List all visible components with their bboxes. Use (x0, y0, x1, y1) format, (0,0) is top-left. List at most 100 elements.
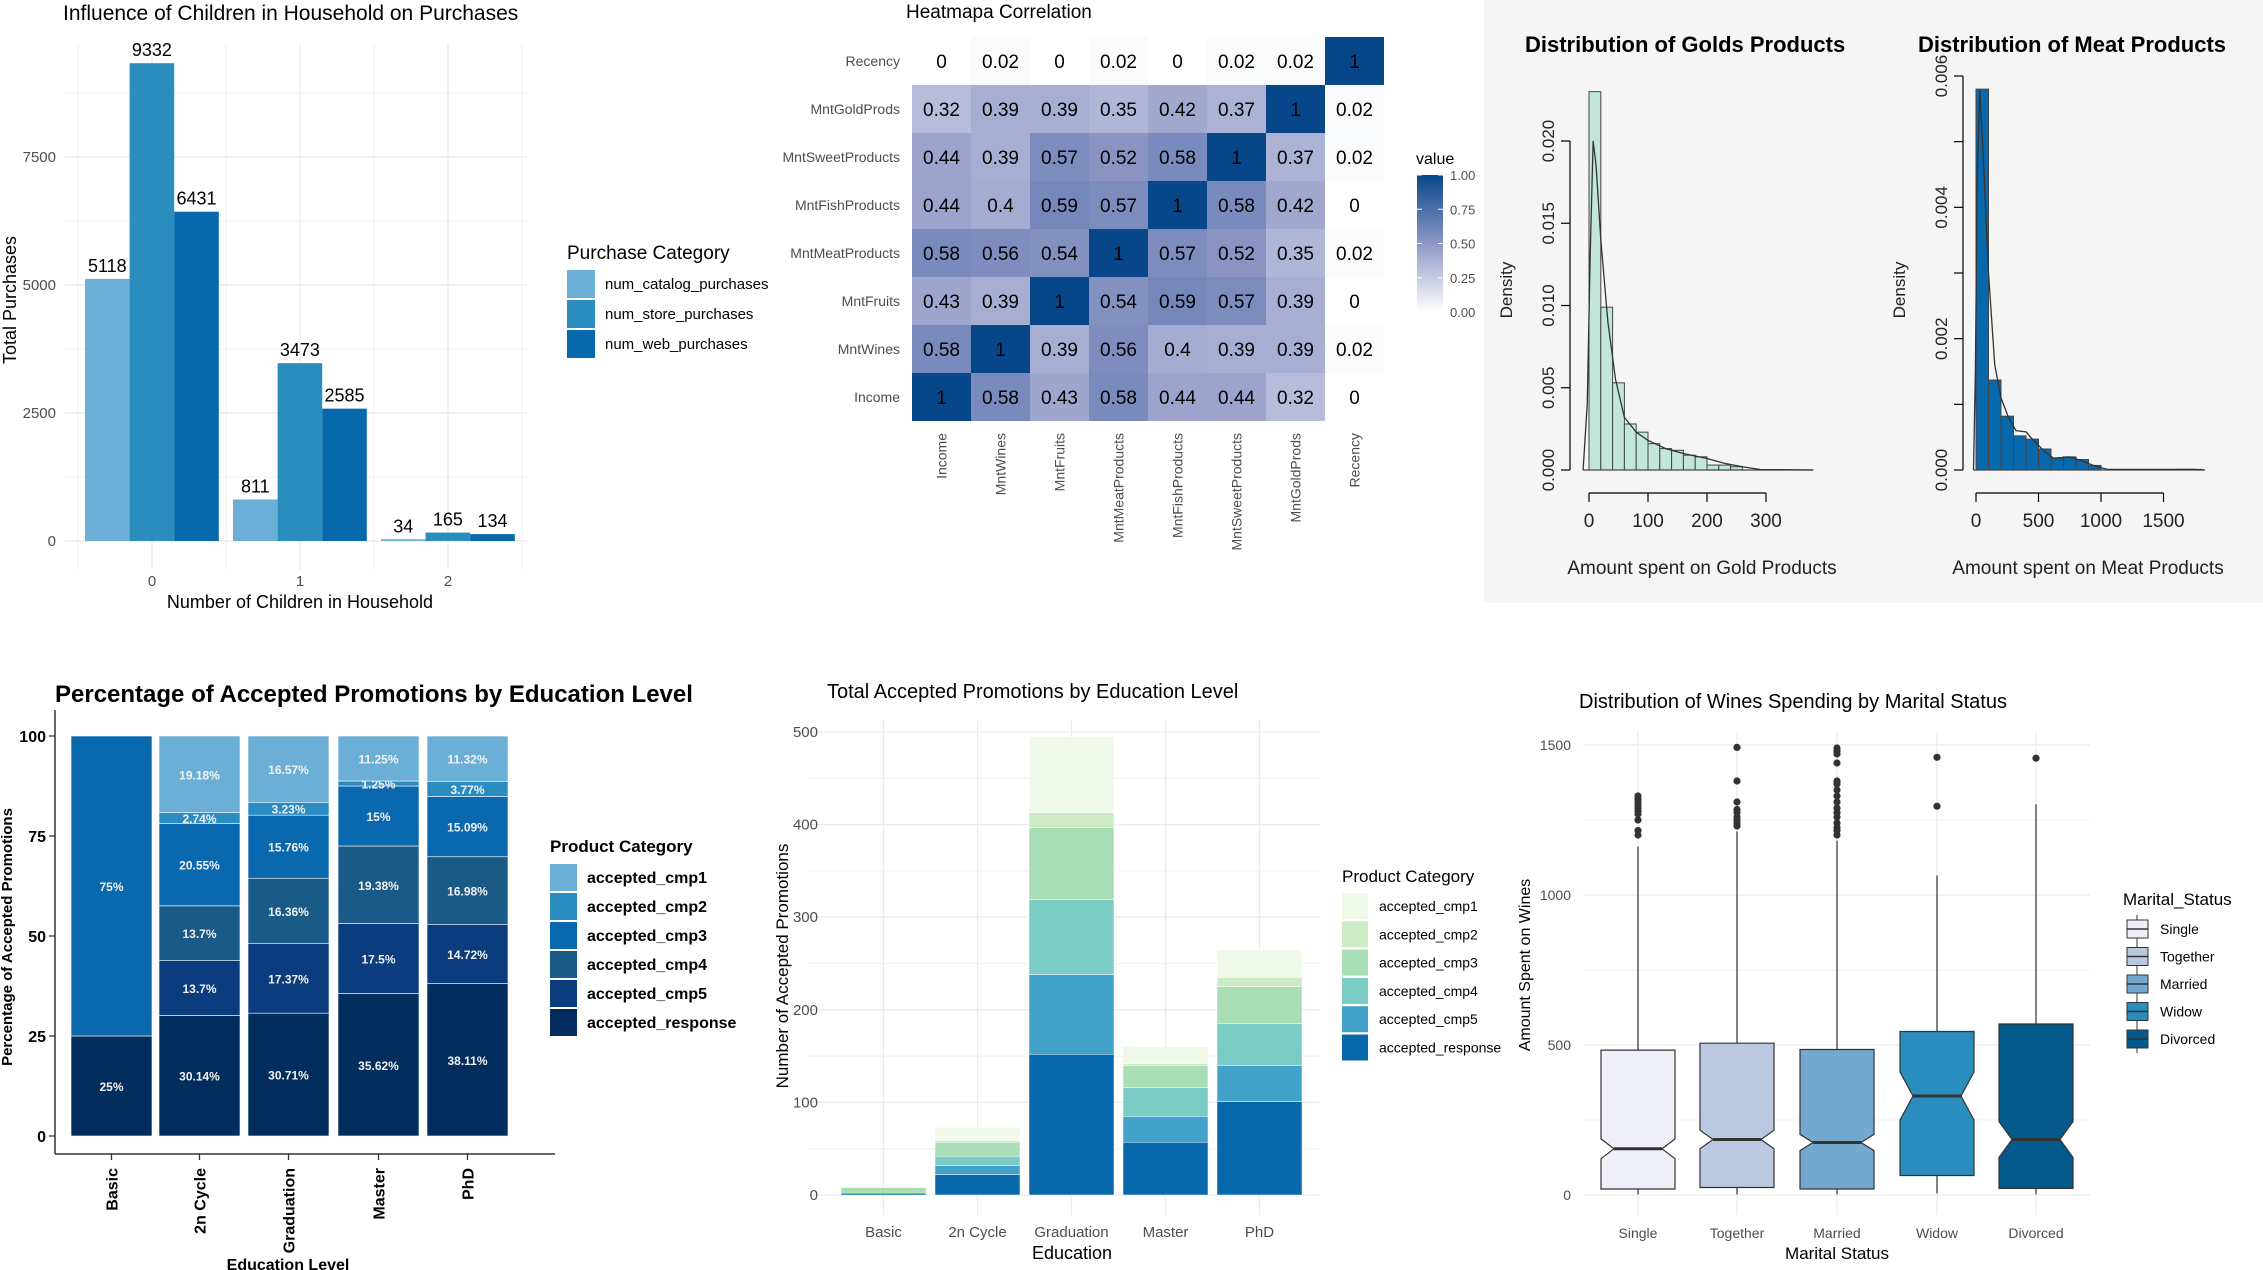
histogram-bar (1706, 464, 1720, 471)
bar-value-label: 34 (393, 516, 413, 536)
stacked-segment-accepted_cmp3 (1122, 1065, 1209, 1088)
bar-num_web_purchases (174, 211, 219, 542)
stacked-segment-accepted_cmp1 (158, 735, 241, 813)
x-tick-label: PhD (461, 1168, 478, 1200)
cell-value-label: 1 (995, 340, 1006, 361)
y-tick-label: 5000 (23, 277, 56, 294)
cell-value-label: 0.43 (923, 292, 960, 313)
segment-percent-label: 38.11% (447, 1054, 487, 1068)
x-tick-label: 0 (148, 573, 156, 590)
legend-swatch (550, 1009, 577, 1036)
cell-value-label: 0.44 (1218, 388, 1255, 409)
heatmap-cell (1266, 85, 1325, 133)
cell-value-label: 0.52 (1100, 148, 1137, 169)
cell-value-label: 0.35 (1100, 100, 1137, 121)
cell-value-label: 0.42 (1159, 100, 1196, 121)
histogram-bar (1682, 454, 1696, 471)
y-tick-label: 0.020 (1539, 120, 1558, 163)
segment-percent-label: 30.14% (179, 1070, 220, 1084)
heatmap-cell (1266, 181, 1325, 229)
heatmap-cell (1325, 229, 1384, 277)
column-label: MntGoldProds (1288, 433, 1304, 522)
legend-title: Product Category (550, 837, 693, 856)
row-label: MntMeatProducts (790, 245, 900, 261)
legend-label: accepted_cmp4 (587, 957, 707, 974)
correlation-heatmap: Heatmapa Correlation Recency 0 0.02 0 0.02 0 0.… (783, 2, 1476, 551)
cell-value-label: 0.54 (1100, 292, 1137, 313)
cell-value-label: 0.39 (1041, 100, 1078, 121)
percent-promotions-chart: Percentage of Accepted Promotions by Edu… (0, 681, 737, 1270)
heatmap-cell (1266, 373, 1325, 421)
segment-percent-label: 20.55% (179, 859, 220, 873)
stacked-segment-accepted_cmp2 (1028, 812, 1115, 828)
y-tick-label: 0.015 (1539, 202, 1558, 245)
x-axis-label: Amount spent on Gold Products (1567, 558, 1836, 579)
segment-percent-label: 19.38% (358, 879, 399, 893)
histogram-bar (2050, 457, 2064, 471)
cell-value-label: 0.02 (1218, 52, 1255, 73)
total-promotions-chart: Total Accepted Promotions by Education L… (773, 681, 1501, 1263)
legend-label: Married (2160, 976, 2207, 992)
segment-percent-label: 16.36% (268, 905, 309, 919)
stacked-segment-accepted_cmp5 (1216, 1065, 1303, 1102)
heatmap-cell (971, 325, 1030, 373)
heatmap-cell (912, 325, 971, 373)
stacked-segment-accepted_cmp1 (1122, 1046, 1209, 1064)
stacked-segment-accepted_cmp3 (1028, 827, 1115, 900)
heatmap-cell (971, 37, 1030, 85)
stacked-segment-accepted_cmp3 (426, 796, 509, 858)
notched-box-widow (1899, 1030, 1975, 1177)
cell-value-label: 0.02 (1100, 52, 1137, 73)
heatmap-cell (971, 277, 1030, 325)
segment-percent-label: 16.98% (447, 885, 488, 899)
y-tick-label: 50 (28, 929, 46, 946)
cell-value-label: 1 (1113, 244, 1124, 265)
outlier-point (1733, 743, 1741, 752)
histogram-title: Distribution of Golds Products (1525, 32, 1845, 57)
x-tick-label: 2n Cycle (193, 1168, 210, 1234)
y-axis-label: Number of Accepted Promotions (773, 844, 792, 1089)
heatmap-cell (912, 229, 971, 277)
cell-value-label: 1 (1349, 52, 1360, 73)
cell-value-label: 0 (1054, 52, 1065, 73)
x-tick-label: Divorced (2008, 1225, 2063, 1241)
histogram-bar (1694, 456, 1708, 471)
segment-percent-label: 30.71% (268, 1069, 309, 1083)
outlier-point (1833, 759, 1841, 767)
legend-title: Marital_Status (2123, 890, 2232, 909)
children-purchases-chart: 0 2500 5000 7500 0 1 2 5118 811 34 9332 3473 165 6431… (0, 2, 768, 612)
y-tick-label: 0 (37, 1129, 46, 1146)
cell-value-label: 0.59 (1041, 196, 1078, 217)
outlier-point (1634, 816, 1642, 824)
bar-value-label: 6431 (176, 189, 216, 209)
stacked-segment-accepted_cmp3 (70, 735, 153, 1037)
bar-value-label: 5118 (88, 256, 127, 276)
heatmap-cell (1325, 277, 1384, 325)
heatmap-cell (1207, 373, 1266, 421)
cell-value-label: 0.39 (982, 148, 1019, 169)
heatmap-cell (1089, 229, 1148, 277)
stacked-segment-accepted_cmp1 (337, 735, 420, 782)
bar-value-label: 2585 (324, 386, 364, 406)
y-tick-label: 0.006 (1932, 55, 1951, 98)
x-tick-label: Master (372, 1168, 389, 1220)
heatmap-cell (912, 133, 971, 181)
heatmap-cell (1030, 133, 1089, 181)
x-tick-label: Single (1619, 1225, 1658, 1241)
y-axis-label: Percentage of Accepted Promotions (0, 808, 16, 1066)
heatmap-cell (1089, 133, 1148, 181)
row-label: Income (854, 389, 900, 405)
stacked-segment-accepted_cmp3 (1216, 986, 1303, 1024)
bar-num_catalog_purchases (233, 499, 278, 541)
notched-box-single (1600, 1049, 1676, 1190)
stacked-segment-accepted_cmp5 (934, 1165, 1021, 1175)
x-tick-label: Basic (865, 1224, 902, 1241)
column-label: Income (934, 433, 950, 479)
outlier-point (1933, 802, 1941, 810)
legend-swatch (567, 330, 595, 358)
heatmap-cell (1207, 37, 1266, 85)
stacked-segment-accepted_cmp4 (158, 905, 241, 961)
y-axis-label: Density (1497, 261, 1516, 318)
cell-value-label: 1 (936, 388, 947, 409)
